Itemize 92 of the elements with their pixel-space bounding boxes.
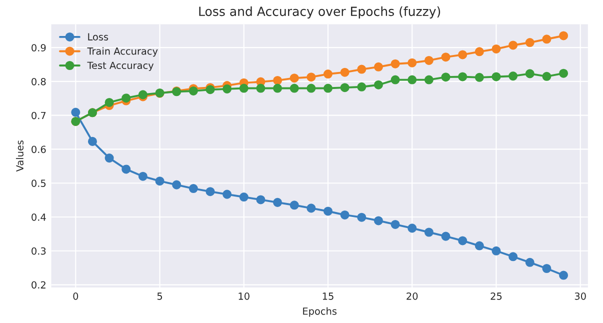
point	[458, 72, 468, 82]
point	[424, 56, 434, 65]
point	[239, 84, 248, 93]
point	[122, 164, 131, 174]
point	[408, 224, 417, 233]
point	[290, 200, 299, 210]
point	[525, 38, 534, 48]
point	[273, 198, 282, 207]
point	[71, 108, 80, 117]
point	[306, 84, 316, 93]
point	[542, 34, 552, 44]
point	[390, 75, 400, 84]
y-axis-title: Values	[16, 140, 24, 172]
point	[492, 246, 501, 256]
point	[508, 252, 518, 262]
point	[374, 62, 383, 72]
point	[172, 180, 182, 190]
x-tick-label: 10	[238, 292, 250, 300]
point	[492, 44, 501, 54]
point	[542, 72, 552, 81]
y-tick-label: 0.9	[32, 44, 46, 52]
point	[323, 70, 333, 79]
point	[188, 184, 198, 194]
legend-label: Test Accuracy	[87, 62, 154, 71]
point	[390, 220, 400, 229]
point	[138, 172, 148, 181]
y-tick-label: 0.4	[32, 213, 46, 221]
point	[441, 52, 450, 62]
point	[374, 216, 383, 226]
point	[239, 192, 248, 202]
point	[474, 241, 484, 250]
point	[306, 204, 316, 213]
point	[290, 84, 299, 93]
point	[458, 50, 468, 60]
point	[508, 72, 518, 81]
point	[424, 75, 434, 84]
y-tick-label: 0.8	[32, 78, 46, 86]
y-tick-label: 0.3	[32, 247, 46, 255]
point	[273, 84, 282, 93]
x-tick-label: 0	[73, 292, 78, 300]
point	[222, 84, 232, 94]
point	[256, 195, 266, 204]
point	[273, 76, 282, 85]
point	[542, 264, 552, 274]
legend-label: Train Accuracy	[87, 47, 158, 57]
point	[222, 190, 232, 199]
point	[122, 94, 131, 103]
x-tick-label: 30	[574, 292, 586, 300]
point	[441, 232, 450, 241]
point	[323, 206, 333, 216]
point	[458, 236, 468, 246]
point	[474, 47, 484, 56]
point	[492, 72, 501, 82]
point	[508, 40, 518, 50]
point	[256, 84, 266, 93]
point	[525, 258, 534, 267]
point	[357, 212, 366, 222]
point	[559, 68, 568, 78]
point	[408, 58, 417, 68]
point	[474, 72, 484, 82]
y-tick-label: 0.7	[32, 112, 46, 120]
point	[374, 80, 383, 90]
chart-title: Loss and Accuracy over Epochs (fuzzy)	[199, 6, 440, 18]
y-tick-label: 0.6	[32, 146, 46, 154]
point	[390, 59, 400, 68]
point	[104, 154, 114, 163]
point	[340, 83, 350, 92]
point	[357, 64, 366, 74]
point	[525, 69, 534, 78]
x-tick-label: 15	[322, 292, 334, 300]
point	[104, 98, 114, 107]
point	[424, 228, 434, 237]
point	[340, 210, 350, 220]
point	[357, 82, 366, 92]
x-tick-label: 25	[490, 292, 502, 300]
point	[206, 187, 215, 196]
point	[306, 72, 316, 82]
point	[155, 176, 164, 186]
point	[290, 74, 299, 83]
point	[559, 270, 568, 280]
x-axis-title: Epochs	[303, 307, 337, 317]
point	[408, 75, 417, 84]
y-tick-label: 0.2	[32, 281, 46, 289]
y-tick-label: 0.5	[32, 180, 46, 187]
point	[88, 136, 97, 146]
legend-label: Loss	[88, 33, 108, 40]
x-tick-label: 20	[406, 292, 418, 300]
x-tick-label: 5	[157, 292, 162, 300]
point	[559, 31, 568, 40]
point	[441, 72, 450, 82]
point	[340, 68, 350, 77]
point	[323, 84, 333, 93]
